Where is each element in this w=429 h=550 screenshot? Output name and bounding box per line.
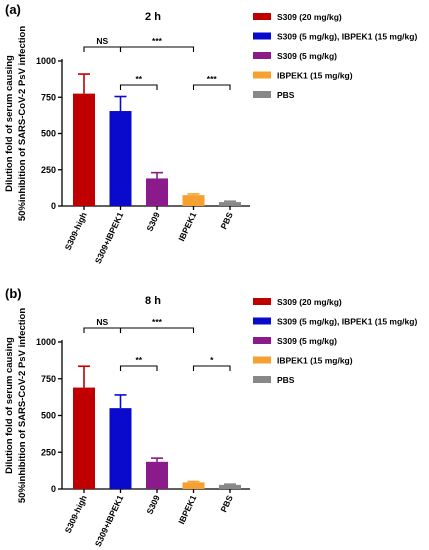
panel-letter: (a)	[5, 2, 21, 17]
significance-bracket	[119, 46, 195, 52]
chart-panel-a: (a) 2 h Dilution fold of serum causing 50%i…	[4, 2, 417, 265]
significance-label: ***	[152, 317, 163, 327]
legend-swatch	[253, 71, 271, 79]
bar-pbs	[219, 484, 241, 489]
bar-s309-ibpek1	[109, 408, 132, 489]
y-tick-label: 500	[41, 129, 56, 139]
x-tick-label: IBPEK1	[176, 493, 198, 525]
x-tick-label: S309	[144, 493, 162, 515]
bar-s309-high	[73, 93, 95, 206]
legend-swatch	[253, 356, 271, 364]
x-tick-label: S309+IBPEK1	[93, 210, 126, 265]
legend-label: S309 (5 mg/kg)	[277, 336, 337, 346]
legend-label: IBPEK1 (15 mg/kg)	[277, 71, 353, 81]
chart-title: 2 h	[145, 11, 161, 23]
legend-label: PBS	[277, 375, 295, 385]
significance-label: ***	[152, 36, 163, 46]
y-axis-label-line1: Dilution fold of serum causing	[4, 55, 15, 192]
bar-s309-ibpek1	[109, 111, 132, 206]
x-tick-label: S309-high	[63, 211, 89, 252]
y-tick-label: 500	[41, 411, 56, 421]
legend-swatch	[253, 337, 271, 344]
legend-label: S309 (5 mg/kg)	[277, 51, 337, 61]
significance-label: **	[135, 74, 142, 84]
significance-label: *	[210, 355, 214, 365]
legend-swatch	[253, 376, 271, 383]
y-tick-label: 750	[41, 92, 56, 102]
legend-label: S309 (5 mg/kg), IBPEK1 (15 mg/kg)	[277, 317, 417, 327]
significance-bracket	[83, 46, 122, 52]
legend-swatch	[253, 298, 271, 305]
y-tick-label: 0	[51, 201, 56, 211]
significance-bracket	[119, 84, 158, 90]
significance-label: NS	[96, 36, 108, 46]
bar-pbs	[219, 202, 241, 206]
y-tick-label: 0	[51, 484, 56, 494]
legend-swatch	[253, 13, 271, 20]
bar-ibpek1	[182, 482, 205, 489]
legend-label: S309 (20 mg/kg)	[277, 12, 342, 22]
legend-label: S309 (5 mg/kg), IBPEK1 (15 mg/kg)	[277, 32, 417, 42]
bar-s309	[146, 178, 168, 206]
x-tick-label: IBPEK1	[176, 210, 198, 242]
bar-s309-high	[73, 387, 95, 489]
bar-ibpek1	[182, 195, 205, 206]
legend-label: S309 (20 mg/kg)	[277, 297, 342, 307]
legend-label: IBPEK1 (15 mg/kg)	[277, 356, 353, 366]
y-axis-label-line2: 50%inhibition of SARS-CoV-2 PsV infectio…	[17, 26, 28, 221]
legend-label: PBS	[277, 90, 295, 100]
y-tick-label: 1000	[36, 56, 56, 66]
x-tick-label: S309+IBPEK1	[93, 493, 126, 548]
y-tick-label: 250	[41, 165, 56, 175]
legend-swatch	[253, 52, 271, 59]
legend-swatch	[253, 91, 271, 98]
significance-bracket	[119, 327, 195, 333]
y-axis-label-line2: 50%inhibition of SARS-CoV-2 PsV infectio…	[17, 308, 28, 503]
chart-title: 8 h	[145, 295, 161, 307]
x-tick-label: S309	[144, 210, 162, 232]
significance-bracket	[192, 365, 231, 371]
panel-letter: (b)	[5, 286, 22, 301]
bar-s309	[146, 461, 168, 489]
legend-swatch	[253, 317, 271, 325]
significance-label: NS	[96, 317, 108, 327]
x-tick-label: PBS	[218, 493, 235, 513]
legend-swatch	[253, 32, 271, 40]
y-tick-label: 1000	[36, 337, 56, 347]
significance-bracket	[83, 327, 122, 333]
x-tick-label: PBS	[218, 210, 235, 230]
significance-label: **	[135, 355, 142, 365]
chart-panel-b: (b) 8 h Dilution fold of serum causing 50%i…	[4, 286, 417, 548]
y-tick-label: 250	[41, 447, 56, 457]
significance-bracket	[119, 365, 158, 371]
significance-bracket	[192, 84, 231, 90]
x-tick-label: S309-high	[63, 494, 89, 535]
significance-label: ***	[207, 74, 218, 84]
y-tick-label: 750	[41, 374, 56, 384]
y-axis-label-line1: Dilution fold of serum causing	[4, 337, 15, 474]
